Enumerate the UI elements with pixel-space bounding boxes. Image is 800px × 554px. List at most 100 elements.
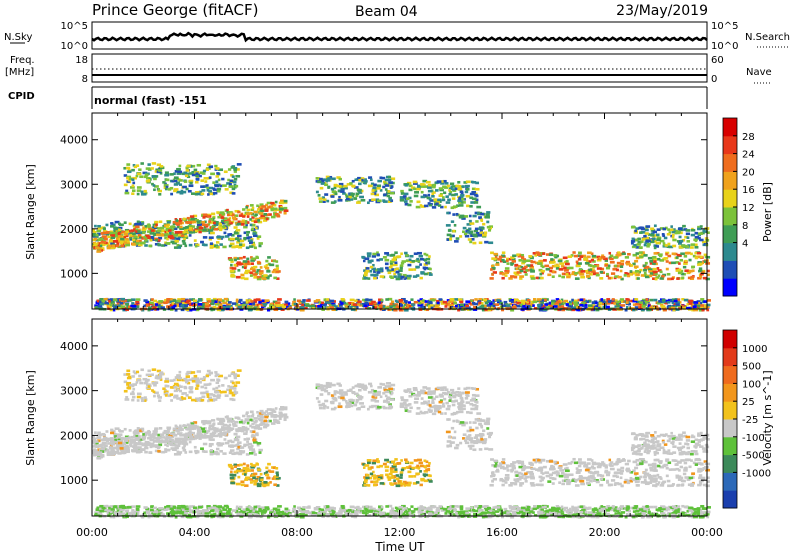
power-cell <box>403 273 407 277</box>
power-cell <box>686 302 690 306</box>
power-cell <box>409 200 413 203</box>
power-cell <box>124 299 130 303</box>
power-cell <box>693 238 698 242</box>
power-cell <box>318 301 322 304</box>
velocity-cell <box>279 406 285 409</box>
velocity-cell <box>187 427 193 431</box>
power-cell <box>154 225 157 228</box>
power-cell <box>110 301 115 304</box>
power-cell <box>317 307 322 310</box>
power-cell <box>424 259 427 262</box>
power-cell <box>478 298 483 301</box>
velocity-cell <box>242 428 248 431</box>
power-cell <box>461 201 466 204</box>
power-cell <box>119 301 124 305</box>
power-cell <box>198 226 204 230</box>
power-cell <box>194 180 199 184</box>
power-cell <box>265 263 269 267</box>
power-cell <box>646 244 650 248</box>
power-cell <box>689 246 694 249</box>
power-cell <box>183 228 189 232</box>
power-cell <box>128 307 133 310</box>
power-cell <box>208 231 212 235</box>
velocity-cell <box>344 393 348 396</box>
velocity-cell <box>215 381 220 385</box>
power-cell <box>617 275 622 279</box>
power-cell <box>164 171 169 175</box>
power-cell <box>691 265 696 269</box>
power-cell <box>624 271 628 275</box>
velocity-cell <box>154 427 159 430</box>
velocity-cell <box>165 392 169 395</box>
power-cell <box>382 305 386 308</box>
power-cell <box>190 217 195 221</box>
power-cell <box>428 305 433 308</box>
velocity-cell <box>161 450 166 454</box>
power-cell <box>173 188 179 191</box>
power-cell <box>125 243 130 247</box>
power-cell <box>136 189 142 192</box>
power-cell <box>635 227 640 230</box>
power-cell <box>175 301 179 305</box>
power-cell <box>108 239 113 243</box>
power-cell <box>661 306 667 310</box>
power-cell <box>675 261 680 264</box>
power-cell <box>698 232 703 235</box>
power-cell <box>248 241 254 245</box>
power-cell <box>626 274 631 278</box>
power-cell <box>228 304 233 308</box>
power-cell <box>231 302 237 305</box>
power-cell <box>270 208 274 212</box>
power-cell <box>616 300 621 304</box>
power-cell <box>133 226 136 229</box>
power-cell <box>386 268 390 272</box>
velocity-cell <box>111 451 115 454</box>
power-cell <box>143 189 147 193</box>
power-cell <box>451 185 457 188</box>
power-cell <box>120 244 125 248</box>
power-cell <box>252 232 257 235</box>
velocity-cell <box>187 396 192 399</box>
power-cell <box>427 267 431 270</box>
power-cell <box>523 270 527 274</box>
colorbar-tick-label: 28 <box>742 132 755 143</box>
velocity-cell <box>275 466 279 470</box>
power-cell <box>699 225 703 228</box>
power-cell <box>154 185 159 188</box>
power-cell <box>453 301 457 305</box>
power-cell <box>252 300 257 303</box>
power-cell <box>498 255 503 259</box>
power-cell <box>229 242 235 246</box>
power-cell <box>334 305 339 308</box>
power-cell <box>200 179 204 182</box>
power-cell <box>181 231 186 234</box>
power-cell <box>598 257 603 260</box>
power-cell <box>226 208 229 212</box>
power-cell <box>368 269 373 273</box>
velocity-cell <box>131 398 135 402</box>
velocity-cell <box>217 384 221 388</box>
velocity-cell <box>163 390 169 394</box>
velocity-cell <box>172 440 177 444</box>
velocity-cell <box>195 436 199 439</box>
power-cell <box>125 308 129 312</box>
power-cell <box>155 168 161 172</box>
velocity-cell <box>196 432 200 436</box>
velocity-cell <box>273 414 278 417</box>
velocity-cell <box>208 444 212 448</box>
power-cell <box>183 237 186 241</box>
velocity-cell <box>214 390 220 394</box>
power-cell <box>577 257 582 261</box>
power-cell <box>221 225 226 229</box>
power-cell <box>666 232 671 236</box>
power-cell <box>237 239 241 242</box>
power-cell <box>464 184 470 188</box>
power-cell <box>283 199 288 203</box>
power-cell <box>688 302 692 305</box>
power-cell <box>226 223 231 227</box>
power-cell <box>117 245 122 249</box>
power-cell <box>136 192 140 196</box>
power-cell <box>157 243 161 246</box>
power-cell <box>257 261 262 265</box>
velocity-cell <box>125 396 129 399</box>
